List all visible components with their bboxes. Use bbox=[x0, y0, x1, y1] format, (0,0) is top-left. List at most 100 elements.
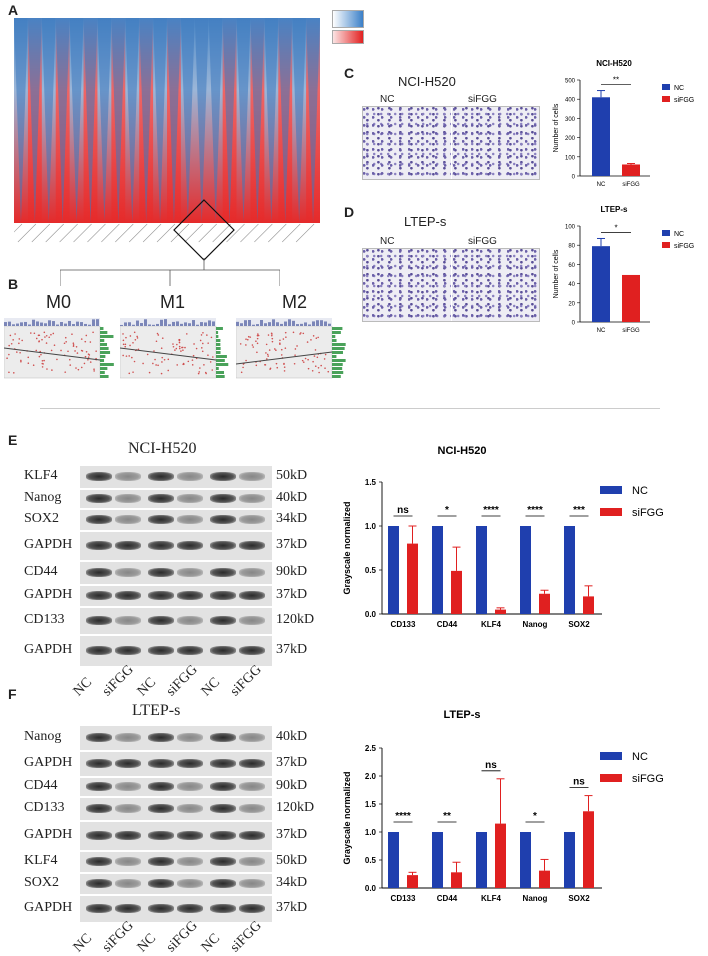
heatmap-triangle bbox=[194, 18, 209, 223]
scatter-point bbox=[56, 358, 58, 361]
heatmap-legend-red bbox=[332, 30, 364, 44]
density-bar-top bbox=[56, 324, 59, 326]
density-bar-top bbox=[36, 321, 39, 326]
blot-size-label: 34kD bbox=[276, 511, 308, 526]
blot-row-cd44 bbox=[80, 778, 272, 796]
scatter-point bbox=[153, 350, 155, 352]
heatmap-label-tick bbox=[59, 223, 78, 243]
scatter-point bbox=[207, 354, 209, 356]
blot-band bbox=[148, 804, 174, 813]
blot-row-gapdh bbox=[80, 752, 272, 776]
density-bar-top bbox=[248, 319, 251, 326]
scatter-point bbox=[302, 332, 305, 335]
density-bar-top bbox=[24, 321, 27, 326]
blot-lane-label: NC bbox=[198, 930, 224, 956]
heatmap-label-tick bbox=[128, 223, 148, 243]
scatter-point bbox=[39, 350, 42, 353]
scatter-point bbox=[266, 358, 268, 360]
scatter-point bbox=[180, 350, 182, 352]
blot-band bbox=[239, 782, 265, 791]
heatmap-triangle bbox=[250, 18, 265, 223]
blot-row-cd133 bbox=[80, 798, 272, 820]
x-tick-label: KLF4 bbox=[481, 620, 502, 629]
blot-band bbox=[86, 541, 112, 550]
blot-lane-label: siFGG bbox=[99, 918, 137, 956]
density-bar-right bbox=[332, 335, 336, 338]
scatter-point bbox=[80, 338, 83, 340]
density-bar-top bbox=[288, 319, 291, 326]
scatter-point bbox=[252, 346, 255, 348]
blot-row-gapdh bbox=[80, 586, 272, 606]
blot-band bbox=[115, 568, 141, 577]
scatter-point bbox=[245, 338, 247, 340]
scatter-point bbox=[80, 366, 83, 369]
y-axis-label: Number of cells bbox=[553, 103, 560, 152]
scatter-point bbox=[249, 336, 252, 338]
y-tick-label: 40 bbox=[568, 282, 575, 288]
significance-label: ** bbox=[613, 76, 619, 85]
density-bar-top bbox=[308, 324, 311, 326]
scatter-point bbox=[275, 362, 278, 365]
heatmap-triangle bbox=[111, 18, 126, 223]
heatmap-triangle bbox=[125, 18, 140, 223]
density-bar-right bbox=[100, 371, 105, 374]
heatmap-label-tick bbox=[45, 223, 64, 243]
scatter-point bbox=[267, 355, 269, 357]
heatmap-triangle bbox=[97, 18, 112, 223]
blot-size-label: 34kD bbox=[276, 875, 308, 890]
scatter-point bbox=[265, 352, 267, 354]
blot-band bbox=[177, 494, 203, 503]
y-axis-label: Grayscale normalized bbox=[342, 771, 352, 864]
density-bar-right bbox=[216, 363, 229, 366]
density-bar-top bbox=[48, 320, 51, 326]
scatter-point bbox=[209, 361, 212, 363]
x-tick-label: CD133 bbox=[391, 620, 416, 629]
y-tick-label: 100 bbox=[565, 155, 576, 161]
y-tick-label: 2.5 bbox=[365, 744, 377, 753]
blot-band bbox=[210, 568, 236, 577]
scatter-point bbox=[33, 332, 36, 335]
blot-band bbox=[86, 804, 112, 813]
scatter-point bbox=[146, 353, 149, 356]
density-bar-right bbox=[100, 367, 108, 370]
scatter-point bbox=[20, 360, 22, 363]
blot-band bbox=[86, 646, 112, 655]
heatmap-triangle bbox=[222, 18, 237, 223]
scatter-point bbox=[163, 358, 166, 361]
bar-sifgg-klf4 bbox=[495, 823, 506, 888]
scatter-point bbox=[41, 360, 44, 362]
scatter-point bbox=[46, 368, 48, 370]
blot-band bbox=[177, 759, 203, 768]
scatter-point bbox=[72, 342, 75, 345]
scatter-point bbox=[83, 362, 86, 365]
density-bar-top bbox=[284, 321, 287, 326]
scatter-point bbox=[155, 364, 157, 366]
blot-band bbox=[177, 646, 203, 655]
blot-protein-label: GAPDH bbox=[24, 537, 73, 552]
scatter-point bbox=[72, 345, 75, 347]
heatmap-label-tick bbox=[101, 223, 120, 243]
chart-title: LTEP-s bbox=[443, 709, 480, 721]
blot-band bbox=[177, 733, 203, 742]
scatter-point bbox=[41, 366, 44, 368]
blot-lane-label: siFGG bbox=[227, 662, 265, 700]
correlation-heatmap bbox=[14, 18, 320, 223]
scatter-point bbox=[318, 371, 320, 374]
bar-sifgg-cd44 bbox=[451, 872, 462, 888]
blot-band bbox=[115, 782, 141, 791]
blot-band bbox=[177, 541, 203, 550]
heatmap-triangle bbox=[139, 18, 154, 223]
density-bar-top bbox=[240, 323, 243, 326]
scatter-point bbox=[317, 336, 319, 339]
significance-label: ** bbox=[443, 811, 451, 822]
blot-band bbox=[115, 759, 141, 768]
scatter-point bbox=[293, 362, 296, 365]
blot-band bbox=[115, 831, 141, 840]
y-tick-label: 400 bbox=[565, 98, 576, 104]
bar-sifgg bbox=[622, 164, 640, 176]
scatter-point bbox=[251, 344, 254, 346]
y-tick-label: 1.5 bbox=[365, 800, 377, 809]
density-bar-right bbox=[100, 331, 108, 334]
bar-sifgg-klf4 bbox=[495, 609, 506, 614]
density-bar-right bbox=[332, 351, 343, 354]
